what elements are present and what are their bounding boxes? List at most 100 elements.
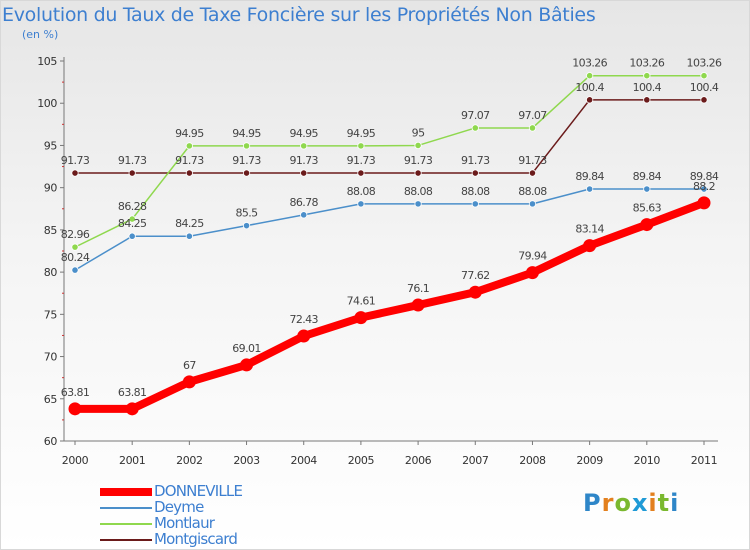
data-label-deyme: 84.25 <box>118 217 147 230</box>
x-tick-label: 2003 <box>233 454 260 467</box>
data-point-montlaur <box>643 72 651 80</box>
data-label-deyme: 80.24 <box>61 251 90 264</box>
data-label-deyme: 86.78 <box>289 196 318 209</box>
data-point-donneville <box>354 311 368 325</box>
legend-item-montlaur: Montlaur <box>100 514 360 532</box>
data-point-montgiscard <box>471 169 479 177</box>
data-point-deyme <box>357 200 365 208</box>
x-tick-label: 2009 <box>576 454 603 467</box>
data-point-donneville <box>411 298 425 312</box>
data-point-deyme <box>300 211 308 219</box>
data-point-deyme <box>242 222 251 230</box>
data-label-deyme: 89.84 <box>633 170 662 183</box>
legend: DONNEVILLE Deyme Montlaur Montgiscard <box>100 482 360 548</box>
data-point-donneville <box>640 218 654 232</box>
x-tick-label: 2006 <box>405 454 432 467</box>
data-point-donneville <box>297 329 311 343</box>
data-label-montgiscard: 91.73 <box>232 154 261 167</box>
data-label-donneville: 79.94 <box>518 250 547 263</box>
series-line-deyme <box>74 188 705 271</box>
data-point-deyme <box>414 200 422 208</box>
x-tick-label: 2007 <box>462 454 489 467</box>
data-labels: 91.73 91.73 91.73 91.73 91.73 91.73 91.73 91.73… <box>61 57 723 399</box>
legend-item-donneville: DONNEVILLE <box>100 482 360 500</box>
data-point-deyme <box>185 232 193 240</box>
data-point-montlaur <box>71 243 79 251</box>
data-label-montgiscard: 91.73 <box>347 154 376 167</box>
data-label-donneville: 77.62 <box>461 269 490 282</box>
data-point-donneville <box>68 402 82 416</box>
y-tick-label: 65 <box>44 393 58 406</box>
data-point-donneville <box>468 285 482 299</box>
x-tick-label: 2010 <box>634 454 661 467</box>
legend-swatch-donneville <box>100 488 152 496</box>
data-label-montlaur: 82.96 <box>61 228 90 241</box>
data-point-donneville <box>182 375 196 389</box>
data-label-montgiscard: 91.73 <box>118 154 147 167</box>
y-tick-label: 100 <box>37 97 57 110</box>
series-line-donneville <box>71 198 708 413</box>
data-point-deyme <box>586 185 594 193</box>
legend-swatch-deyme <box>100 507 152 509</box>
data-point-montlaur <box>128 215 136 223</box>
data-label-montlaur: 95 <box>412 126 425 139</box>
data-label-donneville: 74.61 <box>347 295 376 308</box>
data-label-montlaur: 94.95 <box>175 127 204 140</box>
data-label-donneville: 67 <box>183 359 196 372</box>
data-label-montgiscard: 100.4 <box>575 81 604 94</box>
data-point-deyme <box>71 266 79 274</box>
legend-label-donneville: DONNEVILLE <box>154 482 243 500</box>
x-tick-label: 2004 <box>291 454 318 467</box>
data-point-montlaur <box>185 142 193 150</box>
data-label-montlaur: 103.26 <box>572 57 607 70</box>
data-point-montgiscard <box>71 169 79 177</box>
data-point-deyme <box>643 185 651 193</box>
y-tick-label: 80 <box>44 266 58 279</box>
data-label-deyme: 88.08 <box>461 185 490 198</box>
y-tick-label: 70 <box>44 351 58 364</box>
data-label-donneville: 83.14 <box>575 223 604 236</box>
data-point-montlaur <box>700 72 708 80</box>
data-point-montgiscard <box>300 169 308 177</box>
x-tick-label: 2005 <box>348 454 375 467</box>
data-label-montlaur: 94.95 <box>232 127 261 140</box>
data-label-montgiscard: 91.73 <box>518 154 547 167</box>
y-unit-label: (en %) <box>22 28 59 41</box>
data-point-donneville <box>697 196 711 210</box>
y-tick-label: 105 <box>37 55 57 68</box>
data-point-deyme <box>128 232 136 240</box>
data-point-montgiscard <box>528 169 537 177</box>
data-point-montgiscard <box>242 169 251 177</box>
data-label-montgiscard: 91.73 <box>404 154 433 167</box>
data-label-montgiscard: 100.4 <box>633 81 662 94</box>
data-label-deyme: 88.08 <box>347 185 376 198</box>
y-tick-label: 90 <box>44 182 58 195</box>
data-point-montgiscard <box>700 96 708 104</box>
data-point-montgiscard <box>586 96 594 104</box>
data-point-montgiscard <box>357 169 365 177</box>
data-label-donneville: 63.81 <box>61 386 90 399</box>
data-label-deyme: 85.5 <box>235 207 258 220</box>
x-tick-label: 2000 <box>62 454 89 467</box>
data-label-montlaur: 94.95 <box>289 127 318 140</box>
data-label-deyme: 89.84 <box>575 170 604 183</box>
data-label-montgiscard: 91.73 <box>61 154 90 167</box>
x-tick-label: 2002 <box>176 454 202 467</box>
data-point-montlaur <box>300 142 308 150</box>
data-label-deyme: 89.84 <box>690 170 719 183</box>
legend-swatch-montgiscard <box>100 539 152 541</box>
y-tick-label: 60 <box>44 435 58 448</box>
data-label-montlaur: 97.07 <box>518 109 547 122</box>
data-label-montgiscard: 91.73 <box>175 154 204 167</box>
data-point-deyme <box>528 200 537 208</box>
data-label-deyme: 88.08 <box>518 185 547 198</box>
legend-swatch-montlaur <box>100 523 152 525</box>
legend-label-deyme: Deyme <box>154 498 204 516</box>
data-point-montgiscard <box>414 169 422 177</box>
data-point-montlaur <box>357 142 365 150</box>
data-label-donneville: 76.1 <box>407 282 429 295</box>
data-label-montgiscard: 91.73 <box>289 154 318 167</box>
axes: 60 65 70 75 80 85 90 95 100 105 2000 2001 2002 2003 20… <box>37 55 718 467</box>
data-point-donneville <box>240 358 254 372</box>
chart-title: Evolution du Taux de Taxe Foncière sur l… <box>2 4 596 26</box>
